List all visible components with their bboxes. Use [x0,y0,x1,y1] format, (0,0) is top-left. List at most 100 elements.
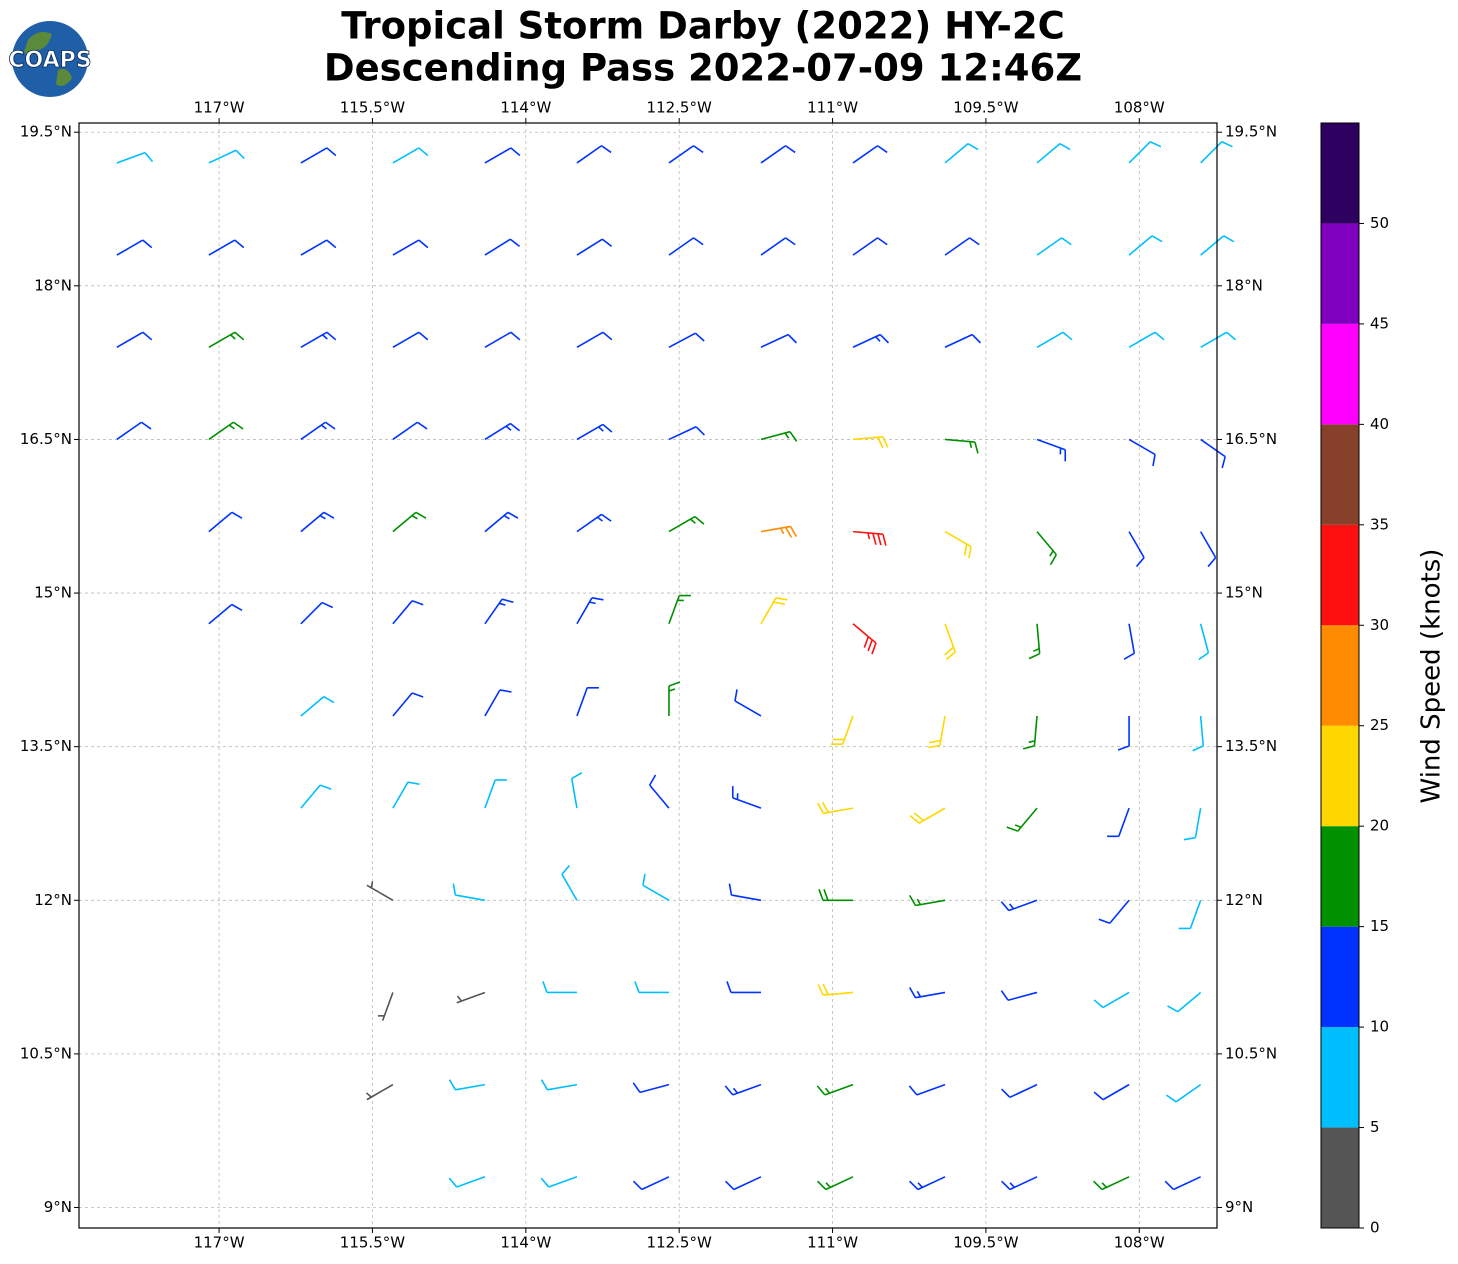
colorbar-tick-label: 15 [1370,917,1389,935]
wind-barb [908,987,946,999]
wind-barb [642,873,670,901]
wind-barb [760,525,798,538]
wind-barb [300,239,337,256]
x-tick-label: 112.5°W [647,1234,712,1252]
wind-barb [392,147,429,164]
wind-barb [300,147,337,164]
wind-barb [570,772,583,809]
wind-barb [816,1176,854,1191]
wind-barb [852,237,888,256]
wind-barb [944,333,982,349]
colorbar-segment [1321,1127,1359,1228]
wind-barb [734,689,762,717]
colorbar-tick-label: 50 [1370,214,1389,232]
wind-barb [818,889,854,902]
wind-barb [392,692,424,717]
wind-barb [928,715,946,749]
wind-barb [452,883,486,902]
wind-barb [852,145,888,164]
wind-barb [668,594,691,625]
y-tick-label: 10.5°N [1225,1044,1277,1062]
wind-barb [1128,235,1163,256]
y-tick-label: 13.5°N [1225,737,1277,755]
wind-barb [944,530,972,559]
wind-barb [300,695,335,717]
wind-barb [731,786,762,809]
wind-barb [208,239,245,256]
wind-barb [1036,531,1058,566]
y-tick-label: 9°N [44,1198,72,1216]
logo-land [24,32,72,86]
wind-barb [852,530,887,546]
wind-barb [944,623,957,661]
wind-barb [1178,900,1202,930]
colorbar-segment [1321,826,1359,927]
y-tick-label: 19.5°N [20,123,72,141]
wind-barb [1107,807,1130,838]
wind-barb [908,1083,946,1096]
wind-barb [816,801,854,815]
wind-barb [448,1176,486,1188]
wind-barb [576,238,613,256]
wind-barb [1183,807,1202,841]
x-tick-label: 114°W [500,1234,551,1252]
wind-barb [908,894,946,907]
wind-barb [300,511,335,533]
wind-barb [208,511,243,533]
wind-barb [944,237,980,256]
wind-barb [1098,899,1130,925]
wind-barb [1128,438,1156,467]
wind-barb [1198,623,1210,661]
y-tick-label: 9°N [1225,1198,1253,1216]
wind-barb [1200,141,1233,164]
y-tick-label: 19.5°N [1225,123,1277,141]
wind-barb [1128,331,1165,348]
y-tick-label: 12°N [1225,891,1263,909]
x-tick-label: 109.5°W [953,1234,1018,1252]
colorbar-tick-label: 40 [1370,415,1389,433]
wind-barb [816,1083,854,1096]
x-tick-label: 111°W [807,99,858,117]
wind-barb [456,991,486,1004]
wind-barb [1192,715,1205,752]
barbs [116,141,1237,1191]
wind-barb [392,331,429,348]
logo-text: COAPS [8,48,91,73]
wind-barb [576,597,604,625]
wind-barb [392,511,427,533]
wind-barb [576,513,612,533]
x-tick-label: 117°W [194,99,245,117]
colorbar-segment [1321,725,1359,827]
wind-barb [1200,438,1226,469]
wind-barb [484,689,512,717]
wind-barb [366,881,394,901]
wind-barb [300,601,334,625]
x-tick-label: 112.5°W [647,99,712,117]
wind-barb [1001,1176,1038,1191]
wind-barb [728,883,762,902]
colorbar-tick-label: 35 [1370,515,1389,533]
wind-barb [1000,899,1038,912]
wind-barb [726,981,761,994]
y-tick-label: 15°N [1225,584,1263,602]
colorbar-label: Wind Speed (knots) [1417,549,1447,804]
logo: COAPS [8,21,92,97]
wind-barb [1036,438,1067,462]
colorbar-segment [1321,1027,1359,1128]
wind-barb [668,426,705,441]
y-tick-label: 12°N [34,891,72,909]
wind-barb [852,623,877,655]
wind-barb [760,237,796,256]
wind-barb [632,1176,670,1191]
colorbar-tick-label: 45 [1370,314,1389,332]
colorbar-tick-label: 5 [1370,1118,1380,1136]
wind-barb [484,511,519,533]
x-tick-label: 115.5°W [340,1234,405,1252]
wind-barb [1093,991,1130,1009]
wind-barb [116,239,153,256]
colorbar-segment [1321,625,1359,726]
wind-barb [1036,331,1073,348]
wind-barb [668,145,704,164]
wind-barb [561,864,578,901]
